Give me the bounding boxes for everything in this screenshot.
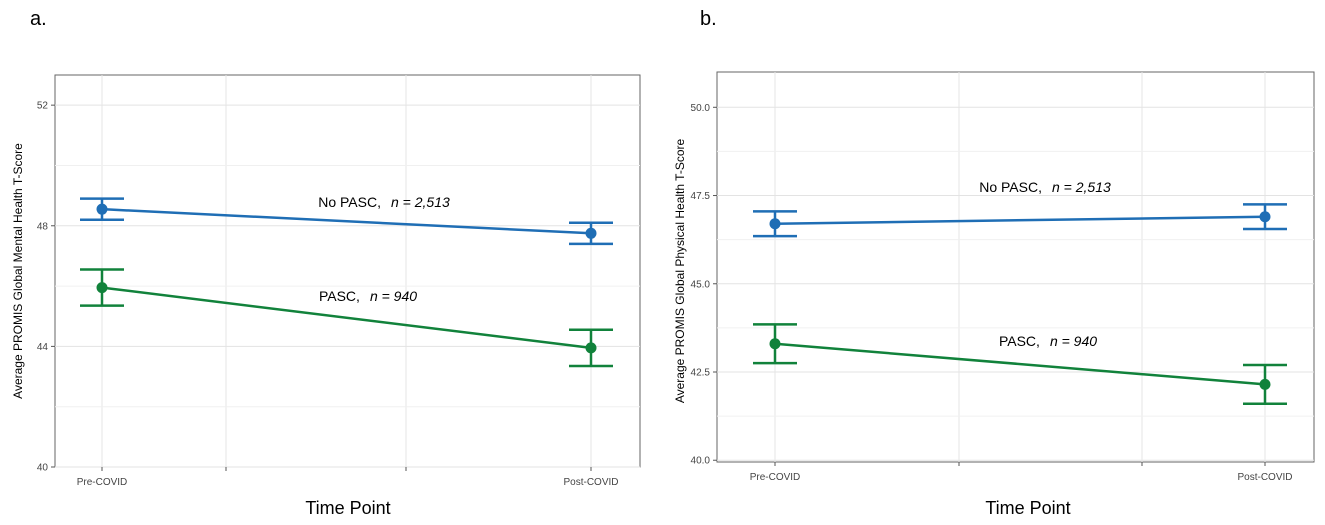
- a-pasc-point-1: [585, 342, 597, 354]
- b-no-pasc-point-0: [769, 218, 781, 230]
- b-pasc-point-0: [769, 338, 781, 350]
- panel-b-x-tick-label-post-covid: Post-COVID: [1237, 472, 1292, 483]
- b-y-tick-label-0: 40.0: [691, 456, 711, 467]
- panel-a-pasc-annotation: PASC, n = 940: [319, 288, 417, 304]
- panel-a-pasc-label: PASC,: [319, 288, 360, 304]
- panel-a-x-tick-label-post-covid: Post-COVID: [563, 477, 618, 488]
- panel-a: a. 40 44 48 52 Pre-COVID Post-COVID Time Po…: [11, 8, 641, 518]
- panel-a-no-pasc-n: n = 2,513: [391, 194, 450, 210]
- panel-a-label: a.: [30, 8, 47, 30]
- a-y-tick-label-2: 48: [37, 221, 49, 232]
- a-y-tick-label-1: 44: [37, 342, 49, 353]
- panel-b-pasc-annotation: PASC, n = 940: [999, 333, 1097, 349]
- panel-a-series: [80, 197, 613, 368]
- panel-b-no-pasc-annotation: No PASC, n = 2,513: [979, 179, 1111, 195]
- panel-b-grid: [717, 72, 1314, 462]
- b-y-tick-label-3: 47.5: [691, 191, 711, 202]
- panel-b: b. 40.0 42.5 45.0 47.5 50.0 Pre-COVID Post-C…: [673, 8, 1315, 518]
- b-pasc-point-1: [1259, 378, 1271, 390]
- panel-b-pasc-label: PASC,: [999, 333, 1040, 349]
- panel-b-x-axis-title: Time Point: [985, 498, 1070, 518]
- a-pasc-line: [101, 286, 592, 350]
- a-pasc-point-0: [96, 282, 108, 294]
- panel-b-series: [753, 203, 1287, 406]
- panel-a-no-pasc-label: No PASC,: [318, 194, 381, 210]
- panel-a-y-axis-title: Average PROMIS Global Mental Health T-Sc…: [11, 143, 25, 399]
- b-pasc-line: [774, 342, 1266, 386]
- a-no-pasc-line: [101, 207, 592, 235]
- panel-b-plot-area: [716, 71, 1315, 463]
- a-no-pasc-point-0: [96, 203, 108, 215]
- a-y-tick-label-0: 40: [37, 463, 49, 474]
- panel-a-x-axis-title: Time Point: [305, 498, 390, 518]
- panel-b-y-ticks: 40.0 42.5 45.0 47.5 50.0: [691, 103, 717, 467]
- b-no-pasc-line: [774, 215, 1266, 226]
- b-y-tick-label-1: 42.5: [691, 368, 711, 379]
- panel-b-x-ticks: Pre-COVID Post-COVID: [750, 462, 1293, 483]
- panel-b-y-axis-title: Average PROMIS Global Physical Health T-…: [673, 139, 687, 404]
- b-y-tick-label-4: 50.0: [691, 103, 711, 114]
- panel-b-label: b.: [700, 8, 717, 30]
- panel-b-x-tick-label-pre-covid: Pre-COVID: [750, 472, 801, 483]
- panel-a-pasc-n: n = 940: [370, 288, 417, 304]
- a-y-tick-label-3: 52: [37, 101, 49, 112]
- panel-a-x-tick-label-pre-covid: Pre-COVID: [77, 477, 128, 488]
- a-no-pasc-point-1: [585, 227, 597, 239]
- panel-b-pasc-n: n = 940: [1050, 333, 1097, 349]
- b-y-tick-label-2: 45.0: [691, 279, 711, 290]
- panel-b-no-pasc-label: No PASC,: [979, 179, 1042, 195]
- panel-a-x-ticks: Pre-COVID Post-COVID: [77, 467, 619, 488]
- panel-a-no-pasc-annotation: No PASC, n = 2,513: [318, 194, 450, 210]
- panel-a-plot-area: [54, 74, 641, 468]
- b-no-pasc-point-1: [1259, 211, 1271, 223]
- panel-a-grid: [55, 75, 640, 468]
- panel-a-y-ticks: 40 44 48 52: [37, 101, 55, 474]
- panel-b-no-pasc-n: n = 2,513: [1052, 179, 1111, 195]
